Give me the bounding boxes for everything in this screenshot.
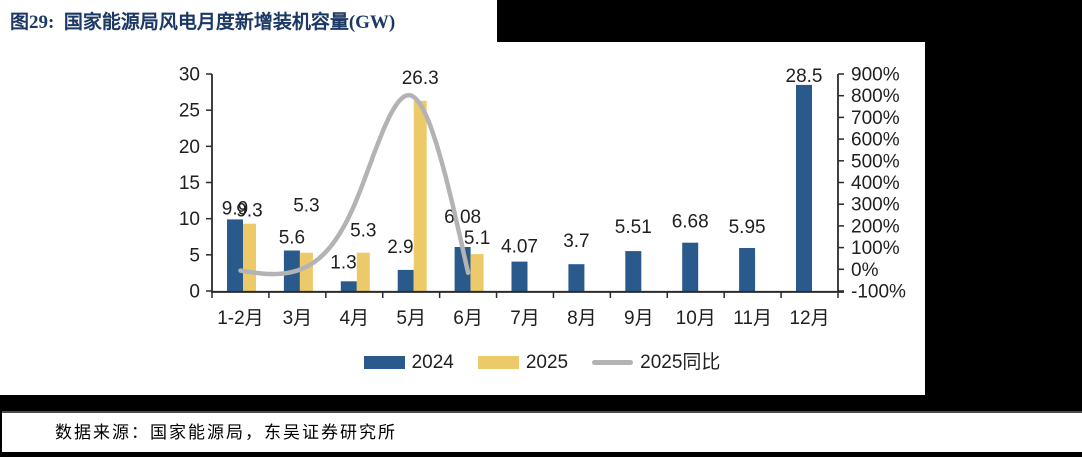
bar-2024-1-2月	[227, 219, 243, 291]
legend-swatch-2025-icon	[477, 355, 519, 369]
wind-capacity-combo-chart: 9.95.61.342.926.084.07 3.75.51 6.68 5.9528.…	[179, 65, 906, 330]
bar-label-2024-1-2月: 9.9	[222, 198, 248, 219]
bar-label-2024-8月: 3.7	[563, 231, 589, 252]
bar-label-2024-9月: 5.51	[615, 217, 652, 238]
legend-swatch-2024-icon	[363, 355, 405, 369]
right-axis-label: -100%	[851, 282, 906, 303]
left-axis-label: 0	[189, 282, 200, 303]
right-axis-label: 600%	[851, 130, 900, 151]
legend-item-2024: 2024	[363, 351, 454, 373]
right-axis-label: 500%	[851, 151, 900, 172]
x-axis-label: 12月	[789, 308, 829, 329]
bar-2025-4月	[356, 252, 370, 291]
legend-label-2025: 2025	[525, 351, 569, 373]
bar-2024-12月	[796, 84, 812, 292]
bar-label-2025-4月: 5.3	[350, 221, 376, 242]
left-axis-label: 20	[179, 137, 200, 158]
legend-line-yoy-icon	[592, 359, 634, 365]
chart-background	[0, 42, 925, 395]
legend-label-2024: 2024	[411, 351, 454, 373]
right-axis-label: 200%	[851, 216, 900, 237]
x-axis-label: 6月	[453, 308, 483, 329]
bar-2024-11月	[739, 248, 756, 291]
x-axis-label: 9月	[624, 308, 654, 329]
bar-label-2024-7月: 4.07	[501, 237, 538, 258]
left-axis-label: 5	[189, 245, 200, 266]
yoy-line	[238, 92, 471, 277]
right-axis-label: 400%	[851, 173, 900, 194]
bar-2025-1-2月	[243, 223, 256, 291]
bar-label-2025-5月: 26.3	[402, 68, 439, 89]
bar-2024-10月	[682, 242, 699, 291]
bar-2025-6月	[470, 254, 484, 291]
footer-background	[2, 411, 1082, 452]
right-axis-label: 700%	[851, 108, 900, 129]
bar-2025-3月	[299, 252, 313, 291]
bar-2024-4月	[340, 281, 357, 291]
x-axis-label: 10月	[676, 308, 716, 329]
bar-label-2024-12月: 28.5	[786, 66, 823, 87]
bar-label-2025-6月: 5.1	[464, 228, 490, 249]
bar-label-2024-6月: 6.08	[444, 207, 481, 228]
legend-label-yoy: 2025同比	[640, 351, 721, 373]
bar-2024-8月	[568, 264, 585, 291]
bar-label-2024-10月: 6.68	[672, 212, 709, 233]
left-axis-label: 15	[179, 173, 200, 194]
x-axis-label: 7月	[510, 308, 540, 329]
bar-2024-7月	[511, 261, 528, 291]
right-axis-label: 300%	[851, 195, 900, 216]
bar-label-2024-11月: 5.95	[729, 217, 766, 238]
right-axis-label: 100%	[851, 238, 900, 259]
bar-label-2025-3月: 5.3	[293, 196, 319, 217]
chart-legend: 2024 2025 2025同比	[212, 352, 872, 372]
figure-title: 图29: 国家能源局风电月度新增装机容量(GW)	[10, 12, 396, 33]
legend-item-2025: 2025	[477, 351, 569, 373]
x-axis-label: 8月	[567, 308, 597, 329]
bar-2024-9月	[625, 251, 642, 291]
right-axis-label: 0%	[851, 260, 879, 281]
bar-label-2025-1-2月: 9.3	[236, 201, 262, 222]
right-axis-label: 900%	[851, 65, 900, 86]
bar-2025-5月	[413, 100, 427, 291]
legend-item-yoy: 2025同比	[592, 353, 720, 372]
left-axis-label: 10	[179, 209, 200, 230]
x-axis-label: 3月	[283, 308, 313, 329]
right-axis-label: 800%	[851, 86, 900, 107]
left-axis-label: 30	[179, 65, 200, 86]
bar-label-2024-3月: 5.6	[279, 228, 305, 249]
left-axis-label: 25	[179, 101, 200, 122]
x-axis-label: 4月	[339, 308, 369, 329]
source-note: 数据来源：国家能源局，东吴证券研究所	[55, 423, 397, 442]
x-axis-label: 5月	[396, 308, 426, 329]
bar-2024-5月	[397, 269, 414, 291]
x-axis-label: 1-2月	[217, 308, 263, 329]
x-axis-label: 11月	[733, 308, 772, 329]
